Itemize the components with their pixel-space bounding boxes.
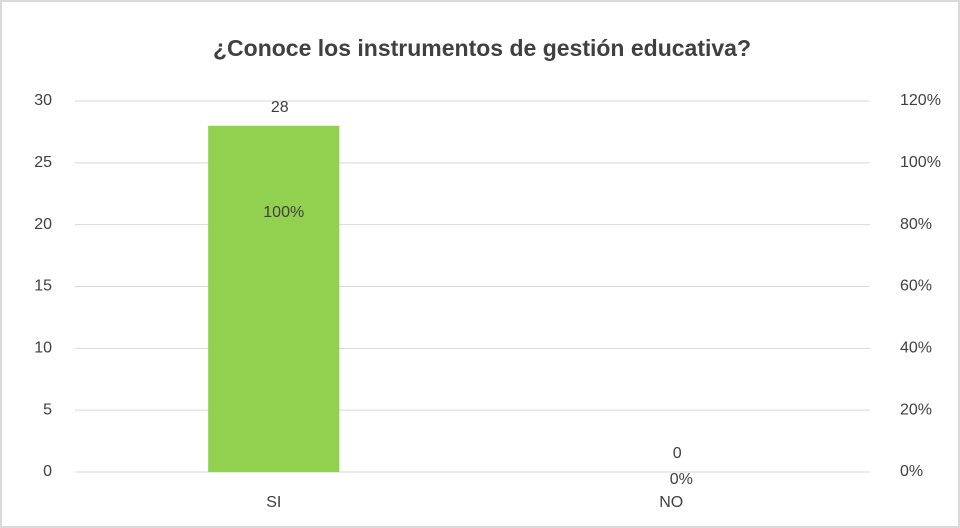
- data-label: 0: [673, 445, 682, 462]
- y-tick-label: 0: [43, 463, 52, 480]
- y2-tick-label: 20%: [900, 401, 932, 418]
- y-tick-label: 5: [43, 401, 52, 418]
- y2-tick-label: 0%: [900, 463, 923, 480]
- y2-tick-label: 120%: [900, 92, 941, 109]
- data-label: 100%: [263, 204, 304, 221]
- y2-tick-label: 100%: [900, 154, 941, 171]
- x-tick-label: SI: [266, 494, 281, 511]
- y-tick-label: 15: [34, 278, 52, 295]
- chart-title: ¿Conoce los instrumentos de gestión educ…: [213, 35, 751, 61]
- y2-tick-label: 80%: [900, 216, 932, 233]
- y-tick-label: 30: [34, 92, 52, 109]
- data-label: 0%: [670, 471, 693, 488]
- y-tick-label: 25: [34, 154, 52, 171]
- x-tick-label: NO: [659, 494, 683, 511]
- y-tick-label: 20: [34, 216, 52, 233]
- y2-tick-label: 60%: [900, 278, 932, 295]
- y-tick-label: 10: [34, 340, 52, 357]
- y2-tick-label: 40%: [900, 340, 932, 357]
- bar: [208, 125, 340, 472]
- data-label: 28: [271, 99, 289, 116]
